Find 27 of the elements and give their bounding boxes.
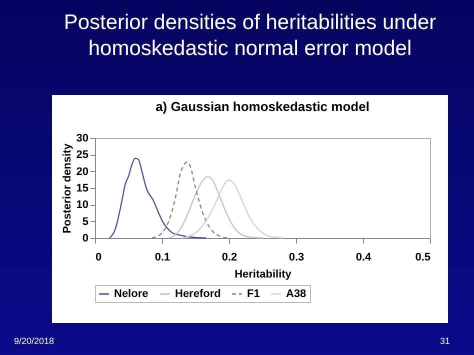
text: 9/20/2018: [14, 336, 54, 346]
y-axis-title: Posterior density: [61, 142, 74, 234]
x-tick-label: 0.3: [288, 252, 304, 264]
x-tick-label: 0.4: [356, 252, 372, 264]
x-tick-label: 0.1: [154, 252, 170, 264]
line-series: [151, 161, 230, 239]
x-axis-title: Heritability: [234, 268, 292, 280]
chart-title: Posterior densities of heritabilities under homoskedastic normal error model: [62, 10, 438, 62]
legend-label: Hereford: [175, 288, 221, 300]
line-series: [109, 158, 207, 239]
chart-subtitle: a) Gaussian homoskedastic model: [156, 99, 370, 114]
y-tick-label: 20: [76, 166, 88, 178]
x-tick-label: 0: [96, 252, 102, 264]
legend-label: F1: [247, 288, 260, 300]
y-tick-label: 25: [76, 149, 88, 162]
x-tick-label: 0.5: [415, 252, 430, 264]
y-tick-label: 30: [76, 132, 88, 144]
legend-label: Nelore: [114, 288, 148, 300]
x-tick-label: 0.2: [222, 252, 238, 264]
line-series: [182, 179, 284, 239]
y-tick-label: 0: [82, 232, 88, 244]
y-tick-label: 5: [82, 216, 88, 228]
text: 31: [440, 336, 450, 346]
y-tick-label: 10: [76, 199, 88, 212]
line-series: [168, 176, 264, 239]
y-tick-label: 15: [76, 182, 88, 194]
legend-label: A38: [286, 288, 306, 300]
